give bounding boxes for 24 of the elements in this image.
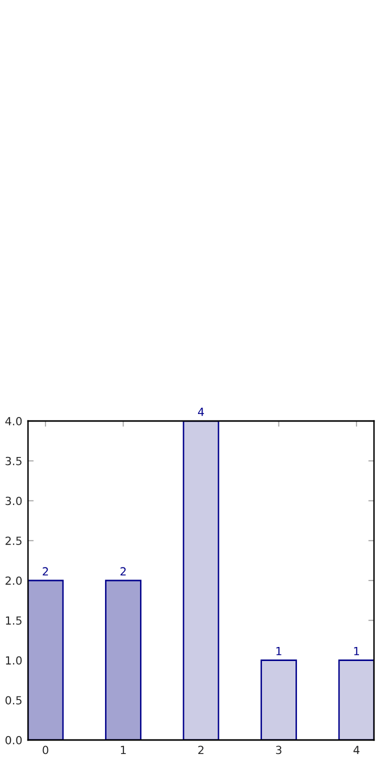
y-tick-label: 1.5 [6, 616, 22, 625]
bar [182, 421, 220, 740]
data-label: 2 [120, 567, 126, 576]
x-tick-label: 4 [354, 746, 360, 754]
data-label: 4 [198, 408, 204, 416]
data-label: 2 [42, 567, 48, 576]
bar [260, 660, 297, 740]
x-tick-label: 0 [42, 746, 48, 754]
y-tick-label: 2.5 [6, 536, 22, 546]
y-tick-label: 2.0 [6, 576, 22, 585]
x-tick-label: 1 [120, 746, 126, 754]
x-tick-label: 3 [276, 746, 282, 754]
data-label: 1 [276, 647, 282, 656]
bar [338, 660, 374, 740]
y-tick-label: 3.0 [6, 496, 22, 506]
y-tick-label: 4.0 [5, 416, 22, 426]
bar [105, 580, 142, 740]
data-label: 1 [354, 647, 360, 656]
bar [28, 580, 64, 740]
x-tick-label: 2 [198, 746, 204, 754]
y-tick-label: 3.5 [6, 456, 22, 466]
y-tick-label: 0.0 [6, 736, 22, 744]
y-tick-label: 1.0 [6, 656, 22, 665]
y-tick-label: 0.5 [6, 696, 22, 705]
